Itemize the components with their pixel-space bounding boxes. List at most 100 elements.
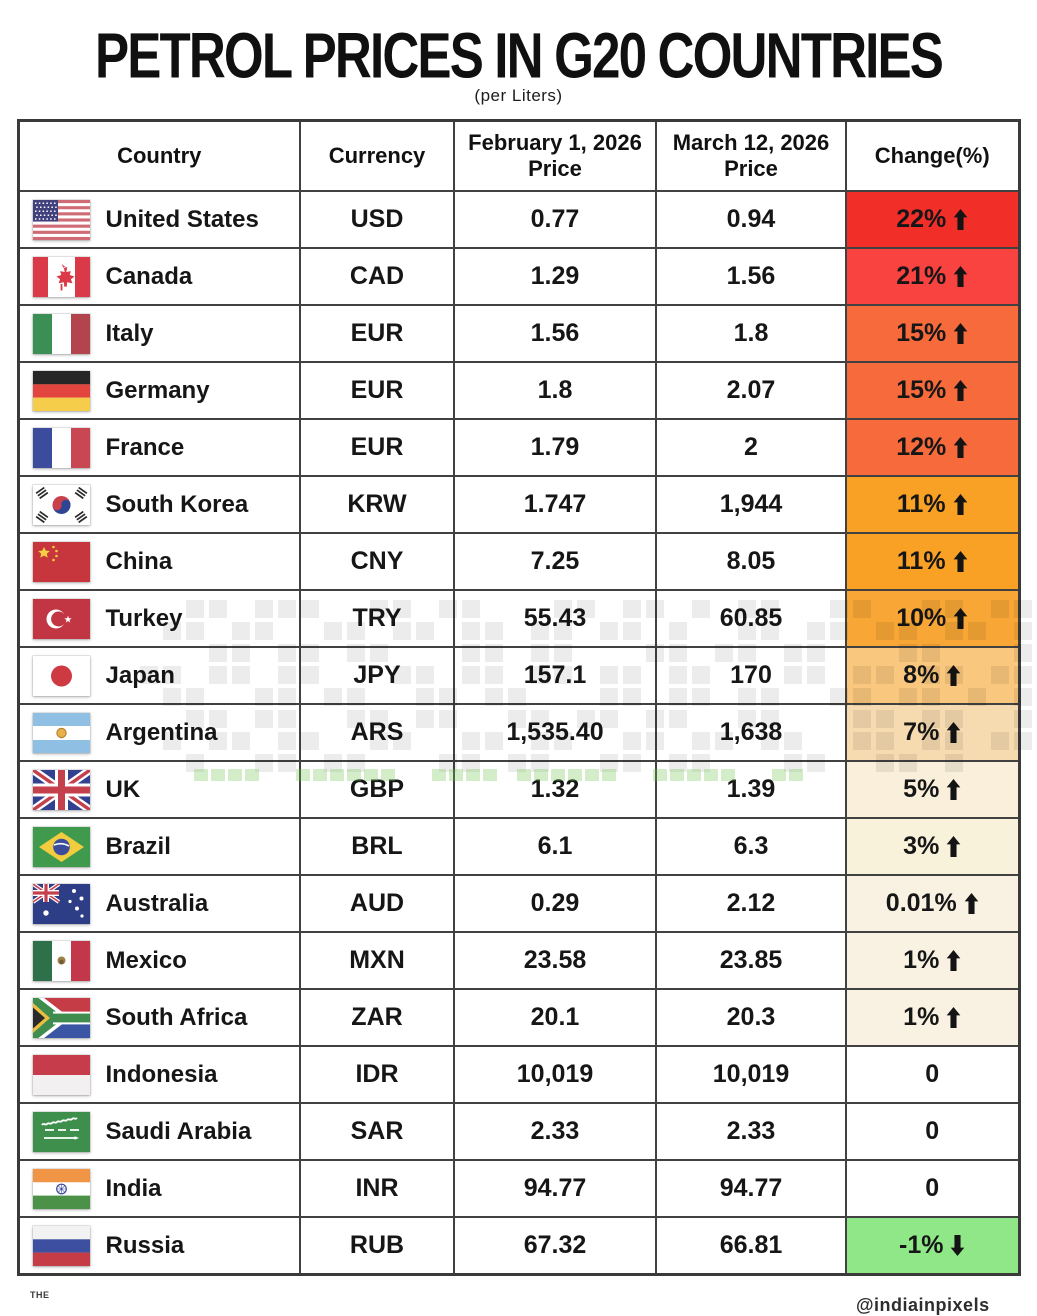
- currency-cell: EUR: [299, 418, 455, 477]
- feb-price-cell: 1.8: [453, 361, 657, 420]
- table-row: Japan JPY 157.1 170 8%: [17, 646, 1020, 705]
- change-cell: 0: [845, 1102, 1020, 1161]
- feb-price-cell: 67.32: [453, 1216, 657, 1276]
- mar-price-cell: 0.94: [655, 190, 847, 249]
- feb-price-cell: 1.32: [453, 760, 657, 819]
- feb-price-cell: 6.1: [453, 817, 657, 876]
- country-cell: Canada: [17, 247, 301, 306]
- mar-price-cell: 2: [655, 418, 847, 477]
- flag-icon-au: [32, 883, 90, 924]
- up-arrow-icon: [953, 209, 968, 230]
- country-name: Japan: [105, 661, 175, 689]
- country-cell: United States: [17, 190, 301, 249]
- change-cell: 21%: [845, 247, 1020, 306]
- change-cell: -1%: [845, 1216, 1020, 1276]
- mar-price-cell: 94.77: [655, 1159, 847, 1218]
- change-value: 15%: [896, 376, 947, 404]
- table-row: Italy EUR 1.56 1.8 15%: [17, 304, 1020, 363]
- change-cell: 3%: [845, 817, 1020, 876]
- up-arrow-icon: [953, 551, 967, 572]
- mar-price-cell: 23.85: [655, 931, 847, 990]
- currency-cell: USD: [299, 190, 455, 249]
- table-header-row: Country Currency February 1, 2026 Price Mar…: [17, 119, 1020, 192]
- up-arrow-icon: [953, 266, 968, 287]
- flag-icon-kr: [32, 484, 90, 525]
- change-cell: 10%: [845, 589, 1020, 648]
- tiny-the-watermark: THE: [30, 1290, 50, 1300]
- country-name: Indonesia: [105, 1060, 218, 1088]
- country-cell: South Africa: [17, 988, 301, 1047]
- feb-price-cell: 1.56: [453, 304, 657, 363]
- currency-cell: KRW: [299, 475, 455, 534]
- feb-price-cell: 20.1: [453, 988, 657, 1047]
- flag-icon-fr: [32, 427, 90, 468]
- change-cell: 0: [845, 1159, 1020, 1218]
- up-arrow-icon: [946, 1007, 961, 1028]
- country-name: Turkey: [105, 604, 183, 632]
- country-name: Italy: [105, 319, 154, 347]
- flag-icon-br: [32, 826, 90, 867]
- mar-price-cell: 1,944: [655, 475, 847, 534]
- currency-cell: GBP: [299, 760, 455, 819]
- feb-price-cell: 10,019: [453, 1045, 657, 1104]
- mar-price-cell: 6.3: [655, 817, 847, 876]
- up-arrow-icon: [953, 437, 968, 458]
- country-name: Argentina: [105, 718, 218, 746]
- header-cell-country: Country: [17, 119, 301, 192]
- table-row: Indonesia IDR 10,019 10,019 0: [17, 1045, 1020, 1104]
- country-cell: UK: [17, 760, 301, 819]
- country-name: United States: [105, 205, 259, 233]
- up-arrow-icon: [953, 323, 968, 344]
- country-cell: Saudi Arabia: [17, 1102, 301, 1161]
- flag-icon-mx: [32, 940, 90, 981]
- flag-icon-ar: [32, 712, 90, 753]
- feb-price-cell: 23.58: [453, 931, 657, 990]
- flag-icon-za: [32, 997, 90, 1038]
- country-name: South Africa: [105, 1003, 248, 1031]
- change-value: 10%: [896, 604, 947, 632]
- table-body: United States USD 0.77 0.94 22% Canada CAD 1.29…: [17, 190, 1020, 1276]
- feb-price-cell: 94.77: [453, 1159, 657, 1218]
- country-name: UK: [105, 775, 141, 803]
- change-value: 7%: [903, 718, 940, 746]
- up-arrow-icon: [946, 950, 961, 971]
- country-cell: Indonesia: [17, 1045, 301, 1104]
- page-title: PETROL PRICES IN G20 COUNTRIES: [94, 19, 944, 92]
- change-value: 1%: [903, 946, 940, 974]
- change-value: 21%: [896, 262, 947, 290]
- change-cell: 7%: [845, 703, 1020, 762]
- country-name: Brazil: [105, 832, 171, 860]
- change-value: 8%: [903, 661, 940, 689]
- currency-cell: MXN: [299, 931, 455, 990]
- change-cell: 5%: [845, 760, 1020, 819]
- change-value: 12%: [896, 433, 947, 461]
- feb-price-cell: 1.29: [453, 247, 657, 306]
- petrol-prices-table: Country Currency February 1, 2026 Price Mar…: [16, 119, 1021, 1276]
- table-row: Saudi Arabia SAR 2.33 2.33 0: [17, 1102, 1020, 1161]
- header-cell-currency: Currency: [299, 119, 455, 192]
- change-cell: 11%: [845, 532, 1020, 591]
- country-cell: Japan: [17, 646, 301, 705]
- country-name: Russia: [105, 1231, 185, 1259]
- country-name: South Korea: [105, 490, 249, 518]
- table-row: South Korea KRW 1.747 1,944 11%: [17, 475, 1020, 534]
- currency-cell: ARS: [299, 703, 455, 762]
- country-cell: Mexico: [17, 931, 301, 990]
- change-value: 11%: [896, 547, 946, 575]
- change-value: 15%: [896, 319, 947, 347]
- change-cell: 1%: [845, 988, 1020, 1047]
- country-name: Germany: [105, 376, 210, 404]
- change-value: 0.01%: [885, 889, 957, 917]
- feb-price-cell: 1,535.40: [453, 703, 657, 762]
- mar-price-cell: 10,019: [655, 1045, 847, 1104]
- currency-cell: ZAR: [299, 988, 455, 1047]
- flag-icon-tr: [32, 598, 90, 639]
- feb-price-cell: 7.25: [453, 532, 657, 591]
- up-arrow-icon: [946, 722, 961, 743]
- country-cell: Germany: [17, 361, 301, 420]
- change-value: 3%: [903, 832, 940, 860]
- page-subtitle: (per Liters): [474, 86, 563, 105]
- country-cell: Turkey: [17, 589, 301, 648]
- table-row: Canada CAD 1.29 1.56 21%: [17, 247, 1020, 306]
- change-cell: 15%: [845, 304, 1020, 363]
